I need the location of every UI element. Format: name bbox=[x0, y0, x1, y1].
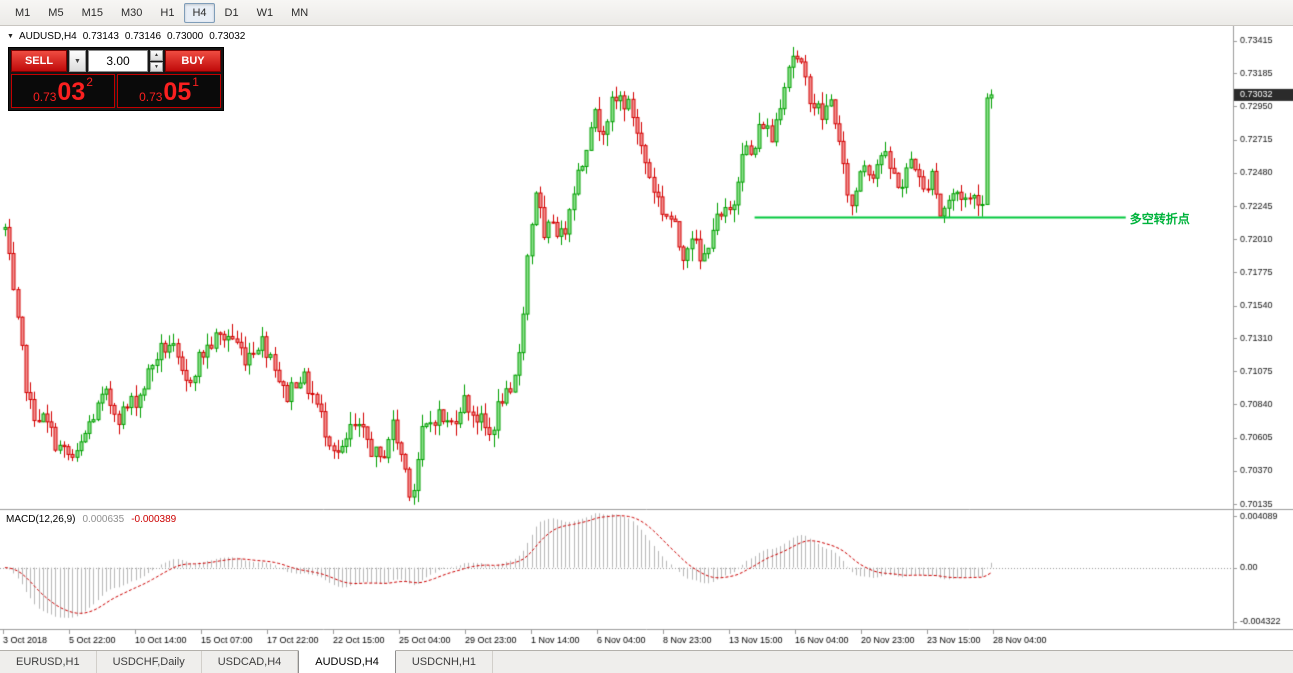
volume-input[interactable] bbox=[88, 50, 148, 72]
sell-price-base: 0.73 bbox=[33, 90, 57, 104]
ohlc-low: 0.73000 bbox=[167, 31, 204, 42]
chevron-down-icon: ▼ bbox=[74, 57, 81, 65]
chart-window: ▼ AUDUSD,H4 0.73143 0.73146 0.73000 0.73… bbox=[0, 26, 1293, 650]
buy-price-sup: 1 bbox=[192, 75, 199, 89]
buy-button[interactable]: BUY bbox=[165, 50, 221, 72]
volume-increase-button[interactable]: ▲ bbox=[150, 50, 163, 61]
symbol-info: ▼ AUDUSD,H4 0.73143 0.73146 0.73000 0.73… bbox=[7, 31, 245, 42]
timeframe-button-d1[interactable]: D1 bbox=[224, 6, 239, 19]
chart-tab-audusd-h4[interactable]: AUDUSD,H4 bbox=[298, 650, 396, 673]
timeframe-button-m30[interactable]: M30 bbox=[120, 6, 143, 19]
timeframe-button-m5[interactable]: M5 bbox=[48, 6, 64, 19]
macd-signal-value: -0.000389 bbox=[131, 514, 177, 525]
sell-price-big: 03 bbox=[57, 78, 86, 106]
macd-indicator-label: MACD(12,26,9) 0.000635 -0.000389 bbox=[6, 514, 176, 525]
timeframe-button-m1[interactable]: M1 bbox=[15, 6, 31, 19]
timeframe-button-m15[interactable]: M15 bbox=[81, 6, 103, 19]
volume-stepper: ▲ ▼ bbox=[150, 50, 163, 72]
arrow-up-icon: ▲ bbox=[154, 52, 159, 59]
chart-tab-usdchf-daily[interactable]: USDCHF,Daily bbox=[97, 651, 202, 673]
chart-tab-usdcnh-h1[interactable]: USDCNH,H1 bbox=[396, 651, 494, 673]
symbol-label: AUDUSD,H4 bbox=[18, 31, 77, 42]
ohlc-high: 0.73146 bbox=[124, 31, 162, 42]
trade-widget-controls-row: SELL ▼ ▲ ▼ BUY bbox=[11, 50, 221, 72]
sell-button[interactable]: SELL bbox=[11, 50, 67, 72]
timeframe-button-w1[interactable]: W1 bbox=[256, 6, 274, 19]
timeframe-button-h4[interactable]: H4 bbox=[184, 2, 215, 23]
volume-decrease-button[interactable]: ▼ bbox=[150, 61, 163, 72]
timeframe-toolbar: M1 M5 M15 M30 H1 H4 D1 W1 MN bbox=[0, 0, 1293, 26]
chart-tab-eurusd-h1[interactable]: EURUSD,H1 bbox=[0, 651, 97, 673]
arrow-down-icon: ▼ bbox=[154, 63, 159, 70]
volume-dropdown-button[interactable]: ▼ bbox=[69, 50, 86, 72]
buy-price-panel[interactable]: 0.73 05 1 bbox=[117, 74, 221, 108]
chart-window-icon: ▼ bbox=[7, 33, 14, 40]
sell-price-sup: 2 bbox=[86, 75, 93, 89]
chart-canvas[interactable] bbox=[0, 26, 1293, 650]
trade-widget-prices-row: 0.73 03 2 0.73 05 1 bbox=[11, 74, 221, 108]
timeframe-button-h1[interactable]: H1 bbox=[160, 6, 175, 19]
chart-tab-usdcad-h4[interactable]: USDCAD,H4 bbox=[202, 651, 299, 673]
sell-price-panel[interactable]: 0.73 03 2 bbox=[11, 74, 115, 108]
buy-price-big: 05 bbox=[163, 78, 192, 106]
buy-price-base: 0.73 bbox=[139, 90, 163, 104]
support-line-label: 多空转折点 bbox=[1129, 211, 1190, 226]
macd-name: MACD(12,26,9) bbox=[6, 514, 76, 525]
timeframe-button-mn[interactable]: MN bbox=[291, 6, 309, 19]
chart-tab-bar: EURUSD,H1 USDCHF,Daily USDCAD,H4 AUDUSD,H4 U… bbox=[0, 650, 1293, 673]
ohlc-open: 0.73143 bbox=[82, 31, 119, 42]
macd-main-value: 0.000635 bbox=[82, 514, 125, 525]
ohlc-close: 0.73032 bbox=[209, 31, 246, 42]
